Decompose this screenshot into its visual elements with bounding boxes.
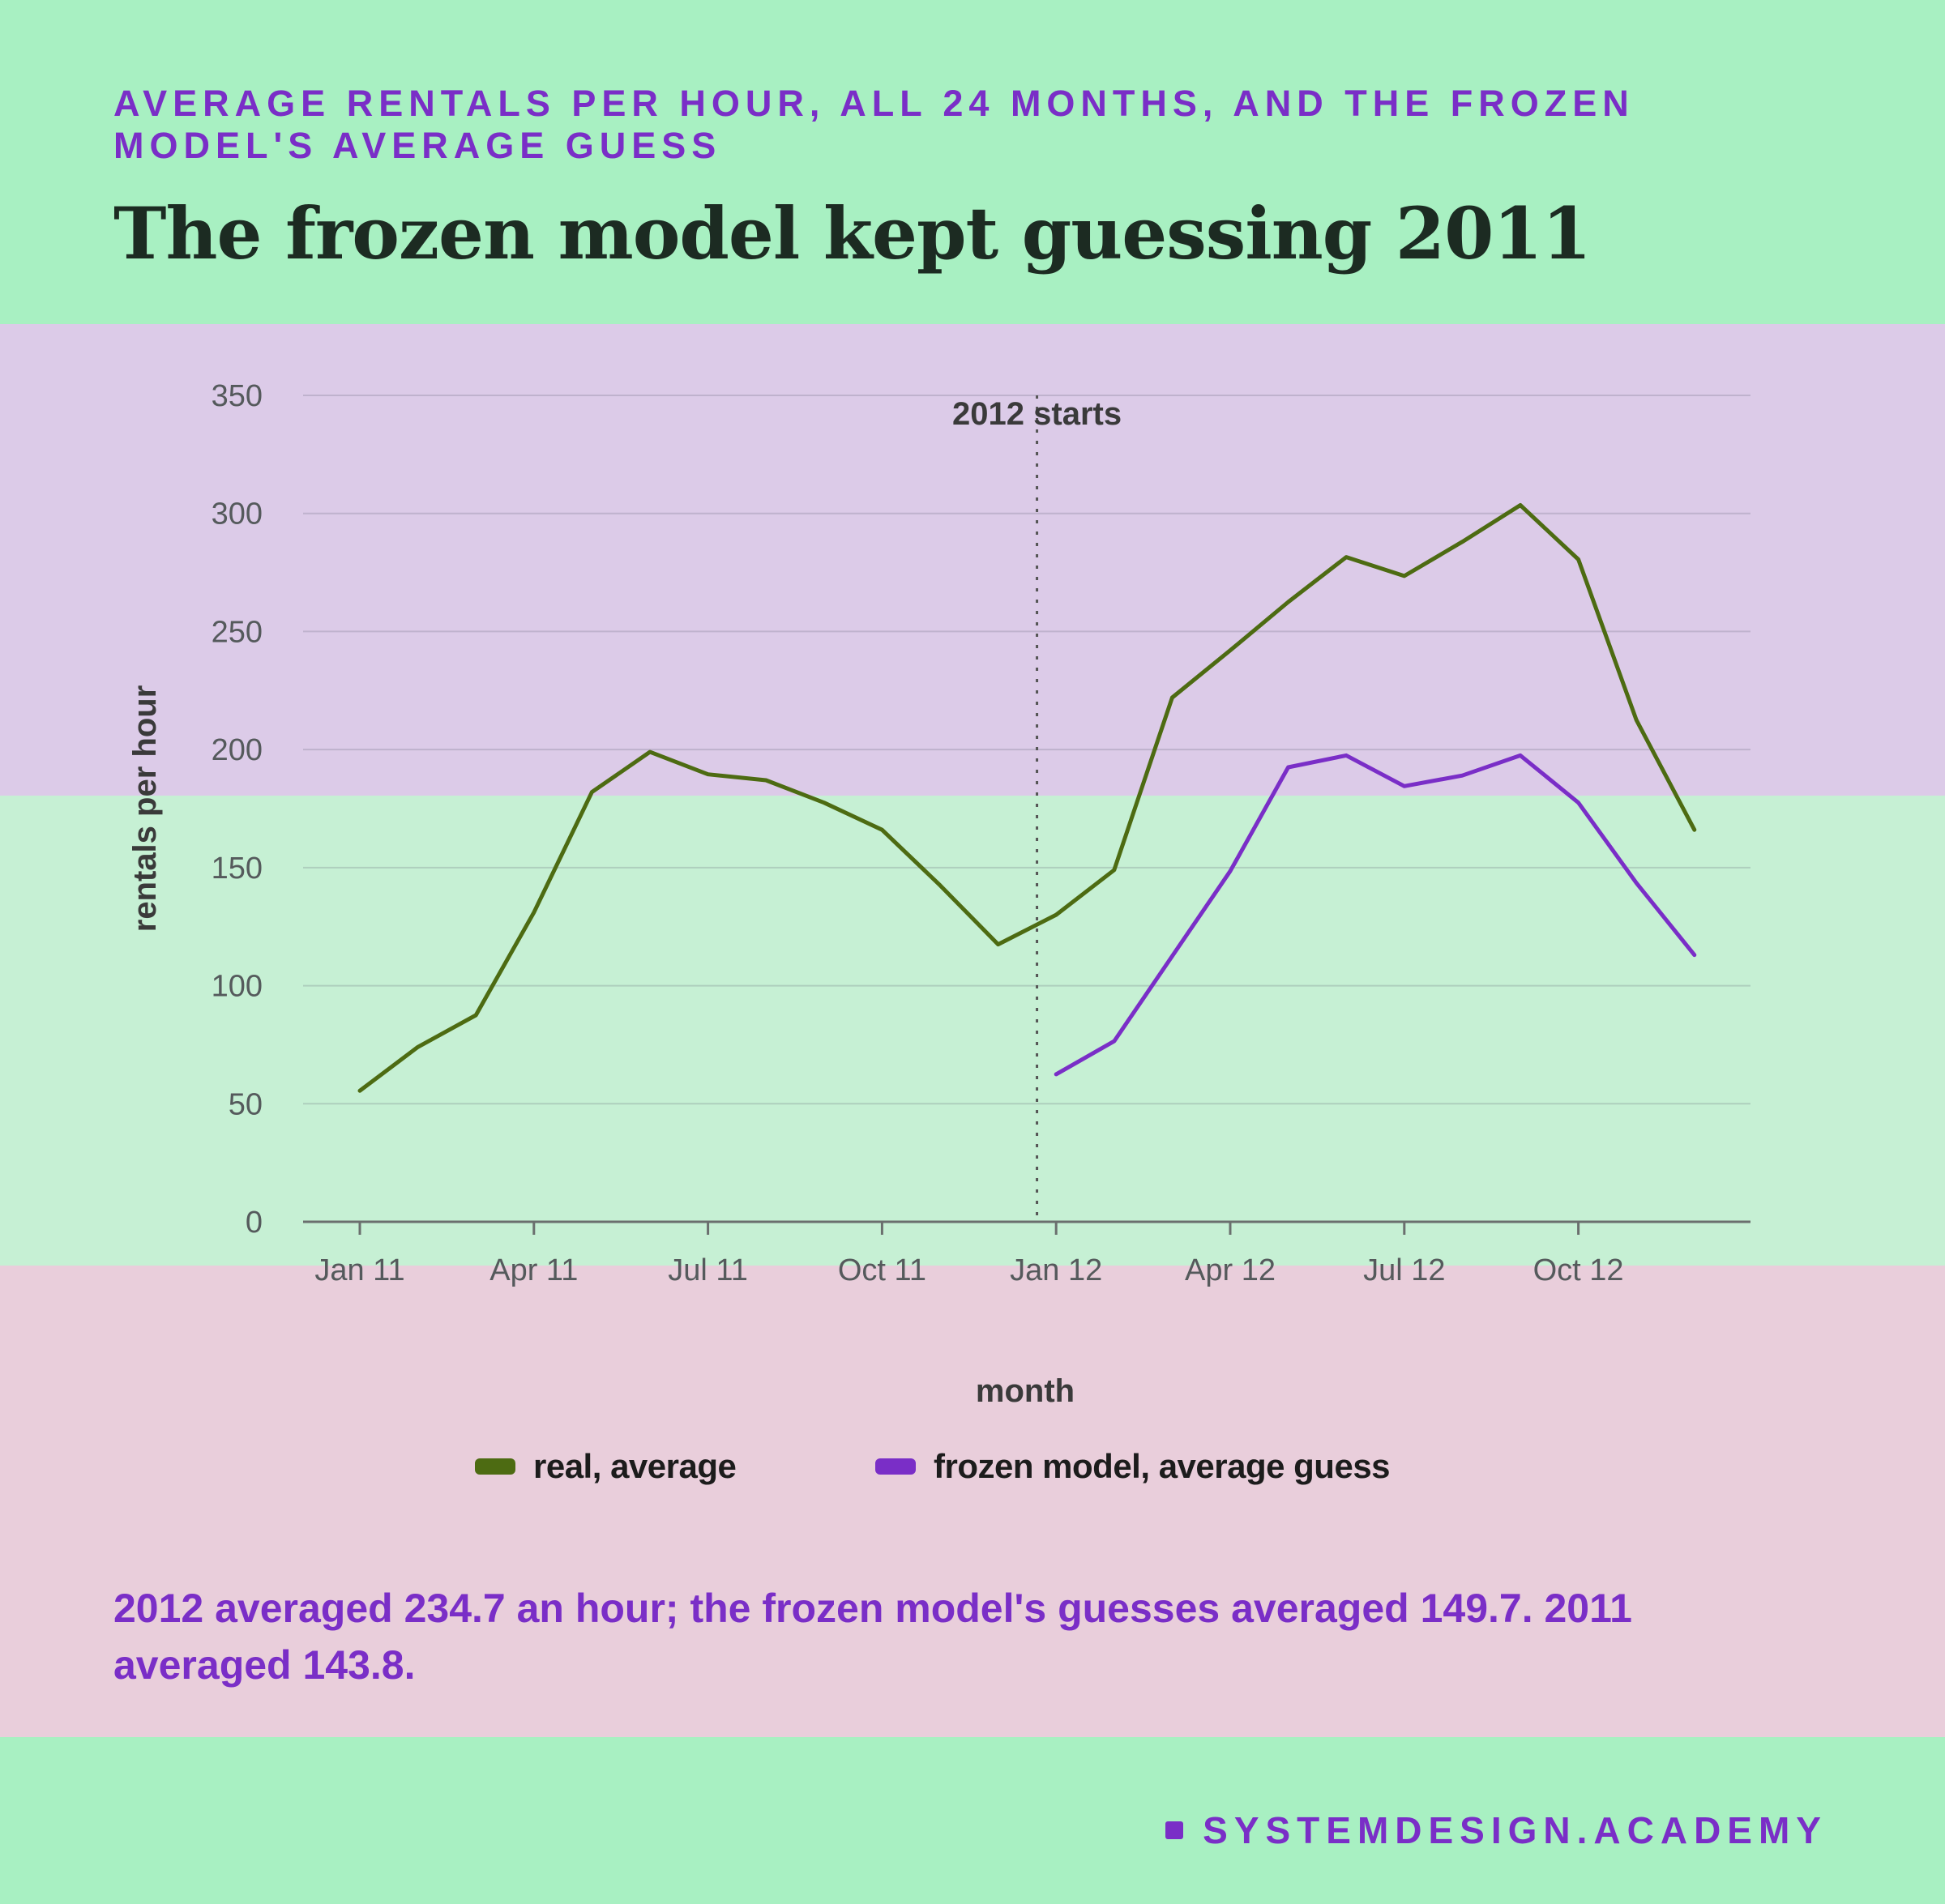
y-axis-ticks: 0 50 100 150 200 250 300 350 [212, 379, 263, 1240]
footer-band [0, 1737, 1945, 1904]
x-tick-label-2011-04: Apr 11 [489, 1253, 578, 1287]
series-lines [357, 503, 1697, 1093]
y-tick-label-100: 100 [212, 970, 263, 1004]
chart-legend: real, average frozen model, average gues… [0, 1447, 1945, 1488]
annotation: 2012 starts [952, 395, 1122, 1222]
legend-swatch-frozen [875, 1458, 916, 1475]
x-axis-title: month [976, 1373, 1075, 1409]
x-tick-label-2011-10: Oct 11 [838, 1253, 926, 1287]
x-tick-label-2011-07: Jul 11 [668, 1253, 748, 1287]
lower-plot-band [0, 796, 1945, 1266]
series-line-0 [357, 503, 1697, 1093]
brand: SYSTEMDESIGN.ACADEMY [1165, 1808, 1827, 1852]
header-band [0, 0, 1945, 324]
x-tick-label-2012-10: Oct 12 [1533, 1253, 1624, 1287]
x-tick-label-2012-04: Apr 12 [1185, 1253, 1276, 1287]
legend-item-frozen: frozen model, average guess [875, 1447, 1391, 1486]
gridlines [303, 395, 1750, 1223]
chart-title: The frozen model kept guessing 2011 [113, 191, 1592, 275]
brand-text: SYSTEMDESIGN.ACADEMY [1203, 1809, 1827, 1851]
y-tick-label-250: 250 [212, 615, 263, 649]
y-tick-label-200: 200 [212, 733, 263, 767]
legend-swatch-real [475, 1458, 515, 1475]
legend-label-real: real, average [533, 1447, 737, 1485]
brand-square-icon [1165, 1821, 1184, 1839]
x-tick-label-2012-01: Jan 12 [1010, 1253, 1102, 1287]
y-tick-label-50: 50 [229, 1087, 263, 1121]
series-line-1 [1054, 753, 1697, 1077]
y-tick-label-0: 0 [246, 1206, 263, 1240]
x-tick-label-2011-01: Jan 11 [314, 1253, 404, 1287]
annotation-label: 2012 starts [952, 396, 1122, 432]
legend-item-real: real, average [475, 1447, 737, 1486]
line-chart: 0 50 100 150 200 250 300 350 Jan 11 Apr 11 Jul 11… [127, 379, 1750, 1409]
x-tick-label-2012-07: Jul 12 [1363, 1253, 1445, 1287]
y-tick-label-150: 150 [212, 852, 263, 886]
chart-kicker: AVERAGE RENTALS PER HOUR, ALL 24 MONTHS,… [113, 83, 1635, 166]
y-tick-label-300: 300 [212, 497, 263, 531]
y-tick-label-350: 350 [212, 379, 263, 413]
takeaway-text: 2012 averaged 234.7 an hour; the frozen … [113, 1586, 1632, 1688]
y-axis-title: rentals per hour [127, 685, 163, 933]
legend-label-frozen: frozen model, average guess [934, 1447, 1391, 1485]
legend-band [0, 1266, 1945, 1737]
x-axis-ticks: Jan 11 Apr 11 Jul 11 Oct 11 Jan 12 Apr 12 Jul … [314, 1222, 1624, 1287]
upper-plot-band [0, 324, 1945, 796]
